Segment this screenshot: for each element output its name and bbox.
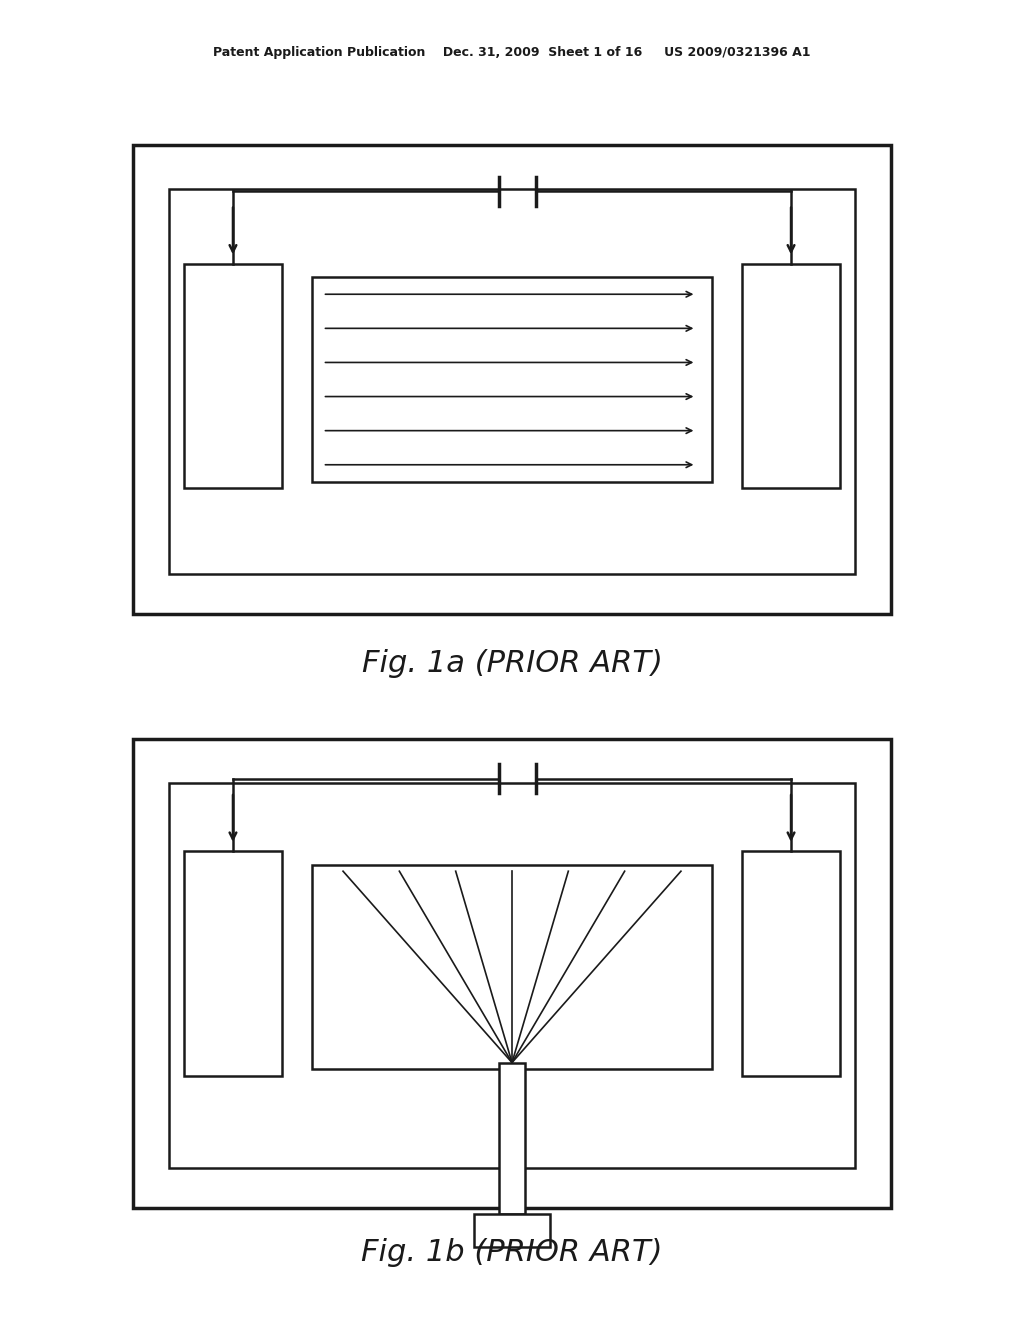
- Text: Patent Application Publication    Dec. 31, 2009  Sheet 1 of 16     US 2009/03213: Patent Application Publication Dec. 31, …: [213, 46, 811, 59]
- Bar: [169, 189, 855, 574]
- Bar: [473, 1214, 551, 1247]
- Bar: [133, 739, 891, 1208]
- Bar: [312, 277, 712, 482]
- Bar: [133, 145, 891, 614]
- Bar: [499, 1063, 525, 1214]
- Bar: [312, 865, 712, 1069]
- Bar: [742, 264, 840, 488]
- Text: Fig. 1b (PRIOR ART): Fig. 1b (PRIOR ART): [361, 1238, 663, 1267]
- Bar: [184, 851, 282, 1076]
- Bar: [169, 783, 855, 1168]
- Bar: [184, 264, 282, 488]
- Bar: [742, 851, 840, 1076]
- Text: Fig. 1a (PRIOR ART): Fig. 1a (PRIOR ART): [361, 649, 663, 678]
